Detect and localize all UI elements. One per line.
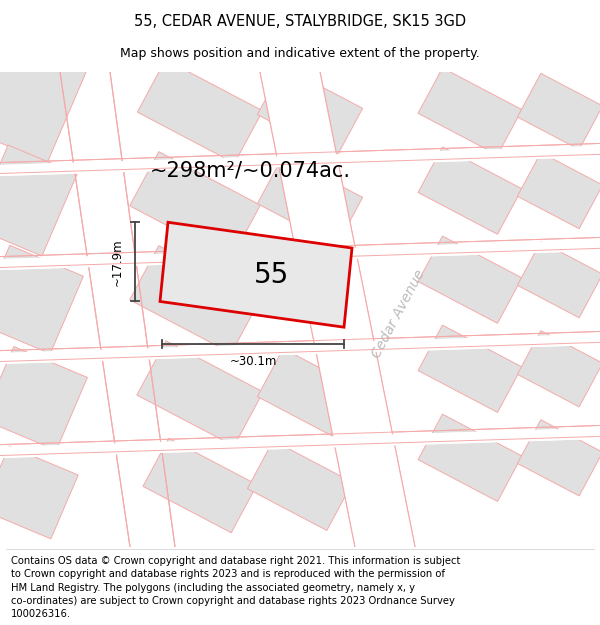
Polygon shape [137,341,263,446]
Polygon shape [0,346,88,451]
Polygon shape [137,60,263,163]
Polygon shape [257,156,362,246]
Text: ~298m²/~0.074ac.: ~298m²/~0.074ac. [150,161,351,181]
Text: ~17.9m: ~17.9m [110,238,124,286]
Polygon shape [418,236,522,323]
Polygon shape [130,246,260,353]
Polygon shape [517,242,600,318]
Polygon shape [0,41,86,162]
Text: Map shows position and indicative extent of the property.: Map shows position and indicative extent… [120,48,480,61]
Polygon shape [0,245,83,354]
Text: Cedar Avenue: Cedar Avenue [369,268,427,361]
Polygon shape [257,66,362,156]
Text: 55: 55 [253,261,289,289]
Polygon shape [160,222,352,328]
Polygon shape [418,68,522,155]
Text: ~30.1m: ~30.1m [229,356,277,368]
Polygon shape [0,145,77,256]
Polygon shape [257,349,362,438]
Polygon shape [517,73,600,149]
Polygon shape [260,72,415,547]
Polygon shape [260,72,415,547]
Polygon shape [517,152,600,229]
Polygon shape [418,414,522,501]
Polygon shape [0,446,78,539]
Polygon shape [517,331,600,407]
Polygon shape [130,152,260,259]
Polygon shape [418,147,522,234]
Polygon shape [143,438,257,532]
Text: 55, CEDAR AVENUE, STALYBRIDGE, SK15 3GD: 55, CEDAR AVENUE, STALYBRIDGE, SK15 3GD [134,14,466,29]
Polygon shape [247,441,353,531]
Text: Contains OS data © Crown copyright and database right 2021. This information is : Contains OS data © Crown copyright and d… [11,556,460,619]
Polygon shape [418,325,522,412]
Polygon shape [517,420,600,496]
